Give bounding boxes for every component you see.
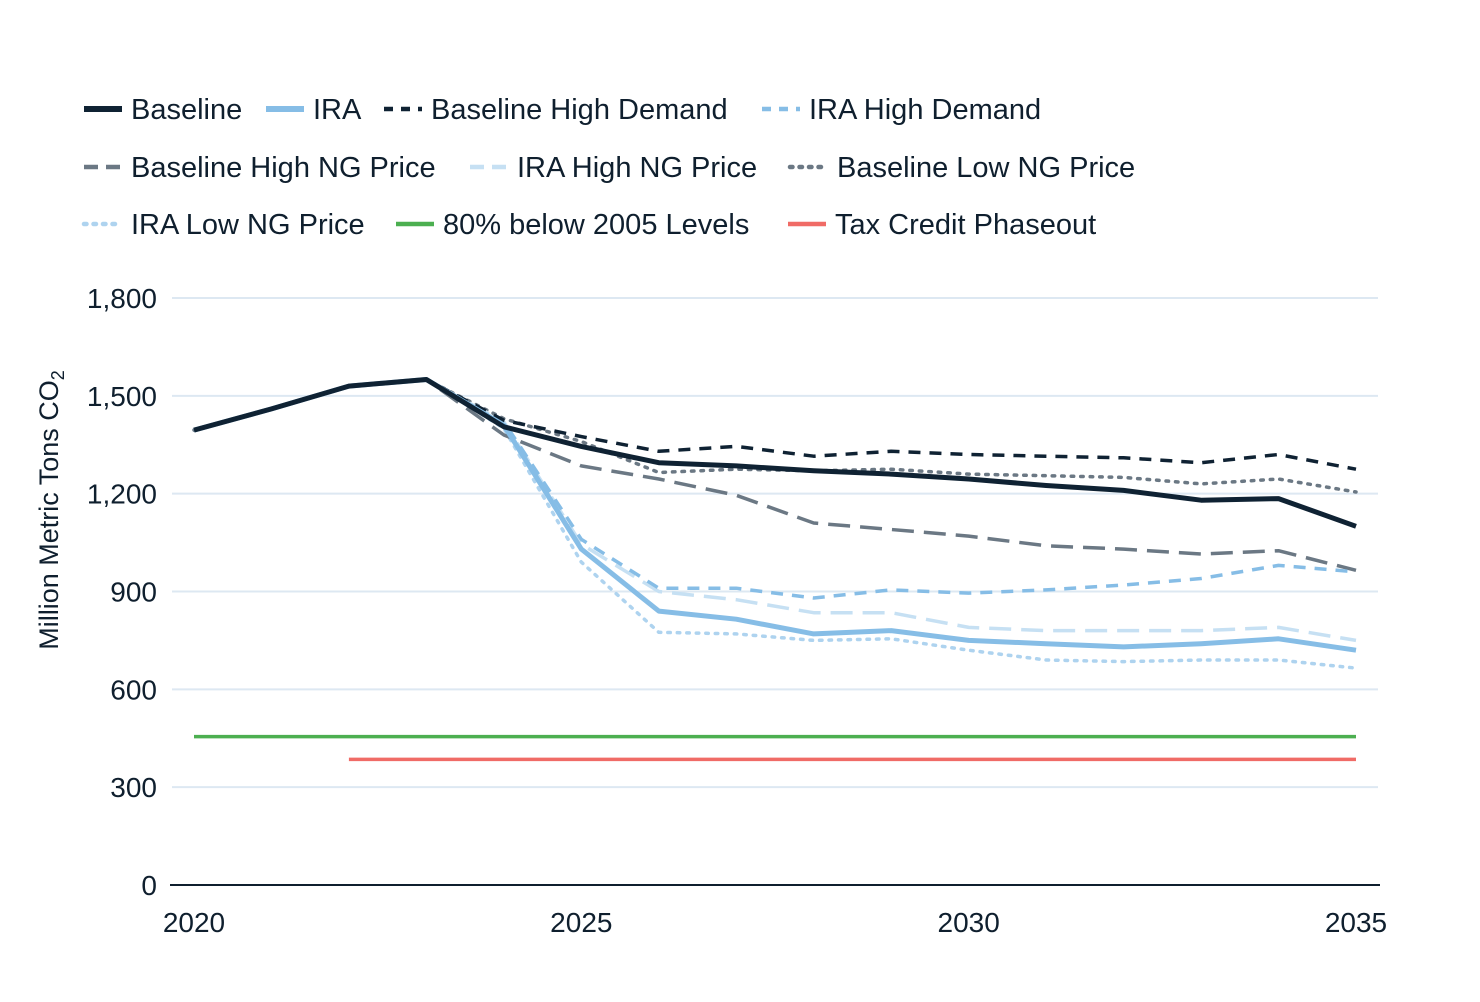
legend: Baseline IRA Baseline High Demand IRA High … [81,94,1135,241]
legend-item-baseline-low-ng-price: Baseline Low NG Price [787,152,1135,184]
legend-item-ira-high-ng-price: IRA High NG Price [470,152,757,184]
y-axis: 0 300 600 900 1,200 1,500 1,800 [87,283,157,901]
y-axis-title-text: Million Metric Tons CO [34,380,64,650]
legend-label: IRA High NG Price [517,152,757,184]
legend-item-ira-low-ng-price: IRA Low NG Price [81,209,365,241]
series-line-baseline-high-demand [193,377,1357,471]
y-axis-title-subscript: 2 [48,370,68,380]
series-line-baseline [193,377,1357,529]
legend-item-baseline-high-ng-price: Baseline High NG Price [84,152,436,184]
y-tick-label: 1,500 [87,381,157,412]
y-tick-label: 1,800 [87,283,157,314]
y-tick-label: 1,200 [87,479,157,510]
x-tick-label: 2035 [1325,907,1387,938]
series-line-baseline-high-ng-price [193,377,1357,572]
x-tick-label: 2025 [550,907,612,938]
y-tick-label: 0 [141,870,157,901]
legend-item-ira: IRA [266,94,362,126]
legend-label: Baseline High Demand [431,94,728,126]
legend-item-ira-high-demand: IRA High Demand [762,94,1041,126]
series-line-ira [193,377,1357,653]
x-axis: 2020 2025 2030 2035 [163,884,1387,938]
x-tick-label: 2030 [938,907,1000,938]
y-axis-title: Million Metric Tons CO2 [34,370,68,650]
y-tick-label: 600 [110,674,157,705]
legend-label: Tax Credit Phaseout [835,209,1096,241]
x-tick-label: 2020 [163,907,225,938]
legend-label: IRA [313,94,362,126]
plot-lines [192,377,1358,762]
legend-label: IRA Low NG Price [131,209,365,241]
legend-item-baseline: Baseline [84,94,242,126]
legend-item-baseline-high-demand: Baseline High Demand [384,94,728,126]
series-line-ira-high-demand [193,377,1357,600]
y-tick-label: 300 [110,772,157,803]
legend-label: 80% below 2005 Levels [443,209,749,241]
gridlines [172,297,1378,789]
legend-item-80pct-below-2005-levels: 80% below 2005 Levels [396,209,749,241]
y-tick-label: 900 [110,577,157,608]
legend-item-tax-credit-phaseout: Tax Credit Phaseout [788,209,1096,241]
legend-label: Baseline High NG Price [131,152,436,184]
legend-label: Baseline Low NG Price [837,152,1135,184]
legend-label: IRA High Demand [809,94,1041,126]
legend-label: Baseline [131,94,242,126]
